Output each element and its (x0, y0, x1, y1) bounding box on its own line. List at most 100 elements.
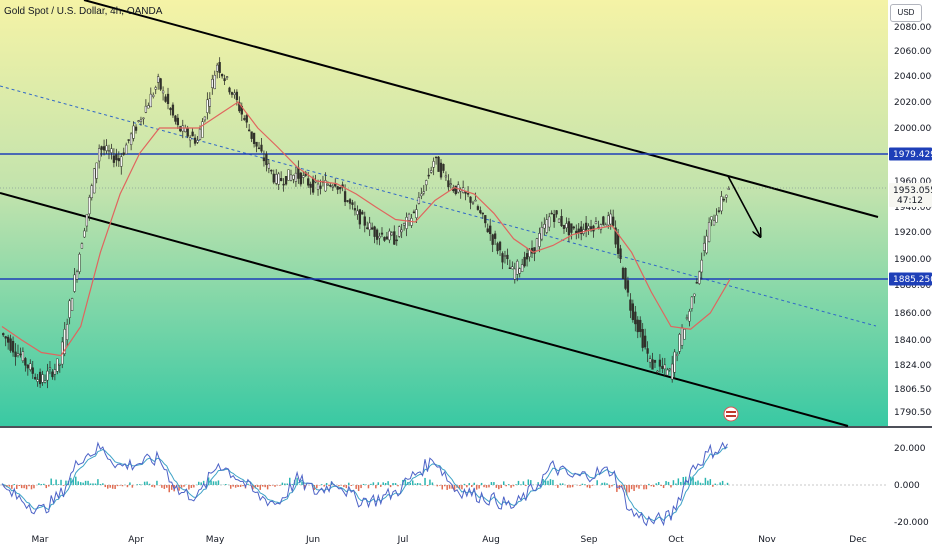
currency-button[interactable]: USD (890, 4, 922, 22)
price-tick-label: 1960.000 (894, 177, 932, 187)
candle-body (673, 351, 676, 373)
candle-body (602, 216, 605, 225)
price-tag-label: 1885.250 (893, 275, 932, 285)
candle-body (117, 158, 120, 162)
candle-body (107, 150, 111, 152)
time-tick-label: Sep (581, 535, 598, 545)
candle-body (449, 183, 453, 185)
candle-body (506, 254, 509, 260)
candle-body (252, 132, 256, 144)
candle-body (63, 329, 66, 354)
candle-body (78, 253, 81, 272)
candle-body (334, 183, 337, 187)
candle-body (402, 223, 406, 226)
candle-body (85, 214, 89, 227)
candle-body (343, 191, 347, 203)
candle-body (678, 334, 681, 352)
candle-body (228, 87, 231, 93)
candle-body (557, 218, 561, 223)
candle-body (80, 243, 84, 249)
candle-body (238, 102, 241, 112)
candle-body (538, 233, 541, 247)
candle-body (120, 156, 123, 167)
price-tick-label: 1840.000 (894, 336, 932, 346)
candle-body (486, 228, 489, 233)
candle-body (329, 185, 332, 187)
candle-body (489, 225, 492, 235)
candle-body (134, 126, 138, 131)
candle-body (437, 156, 440, 172)
candle-body (272, 173, 275, 183)
event-flag-icon[interactable] (723, 406, 739, 422)
price-tick-label: 1940.000 (894, 203, 932, 213)
candle-body (68, 300, 71, 318)
candle-body (262, 157, 266, 162)
candle-body (395, 239, 398, 242)
candle-body (675, 354, 679, 356)
level-price-tag (889, 272, 932, 286)
candle-body (653, 359, 657, 363)
candle-body (34, 376, 37, 380)
candle-body (385, 236, 389, 240)
candle-body (233, 92, 236, 95)
time-tick-label: Apr (128, 535, 144, 545)
candle-body (324, 180, 327, 192)
candle-body (230, 92, 234, 95)
candle-body (358, 209, 362, 225)
candle-body (698, 271, 701, 284)
candle-body (643, 335, 647, 348)
time-tick-label: Dec (849, 535, 866, 545)
candle-body (688, 311, 691, 322)
candle-body (339, 187, 342, 190)
candle-body (43, 380, 47, 383)
osc-slow-line (1, 446, 728, 522)
candle-body (412, 211, 416, 214)
oscillator-group (1, 441, 729, 527)
candle-body (434, 156, 438, 159)
candle-body (139, 119, 143, 122)
candle-body (284, 175, 288, 185)
candle-body (157, 76, 160, 83)
candle-body (14, 351, 17, 358)
osc-tick-label: 0.000 (894, 481, 920, 491)
candle-body (609, 213, 612, 225)
candle-body (548, 216, 551, 228)
candle-body (127, 139, 130, 141)
candle-body (105, 145, 108, 151)
candle-body (186, 127, 189, 137)
candle-body (631, 303, 635, 320)
candle-body (683, 329, 686, 340)
candle-body (75, 271, 79, 280)
candle-body (639, 319, 642, 332)
candle-body (484, 215, 487, 224)
candle-body (533, 247, 536, 254)
candle-body (154, 87, 157, 90)
candle-body (636, 319, 639, 333)
candle-body (693, 293, 696, 297)
candle-body (299, 172, 302, 185)
candle-body (279, 178, 283, 181)
candle-body (257, 147, 261, 150)
candle-body (572, 226, 575, 229)
candle-body (528, 249, 531, 258)
candle-body (223, 78, 226, 82)
osc-tick-label: 20.000 (894, 444, 926, 454)
time-tick-label: Aug (482, 535, 500, 545)
candle-body (277, 173, 280, 185)
candle-body (607, 215, 610, 226)
symbol-title[interactable]: Gold Spot / U.S. Dollar, 4h, OANDA (4, 6, 163, 17)
candles-group (2, 57, 730, 389)
candle-body (248, 129, 251, 132)
time-tick-label: Mar (32, 535, 49, 545)
candle-body (132, 125, 135, 139)
candle-body (599, 224, 603, 230)
candle-body (363, 216, 366, 226)
candle-body (161, 90, 165, 94)
candle-body (115, 154, 118, 161)
price-tag-label: 1979.429 (893, 150, 932, 160)
candle-body (129, 133, 133, 145)
candle-body (550, 212, 553, 215)
candle-body (555, 210, 558, 215)
candle-body (496, 243, 499, 252)
